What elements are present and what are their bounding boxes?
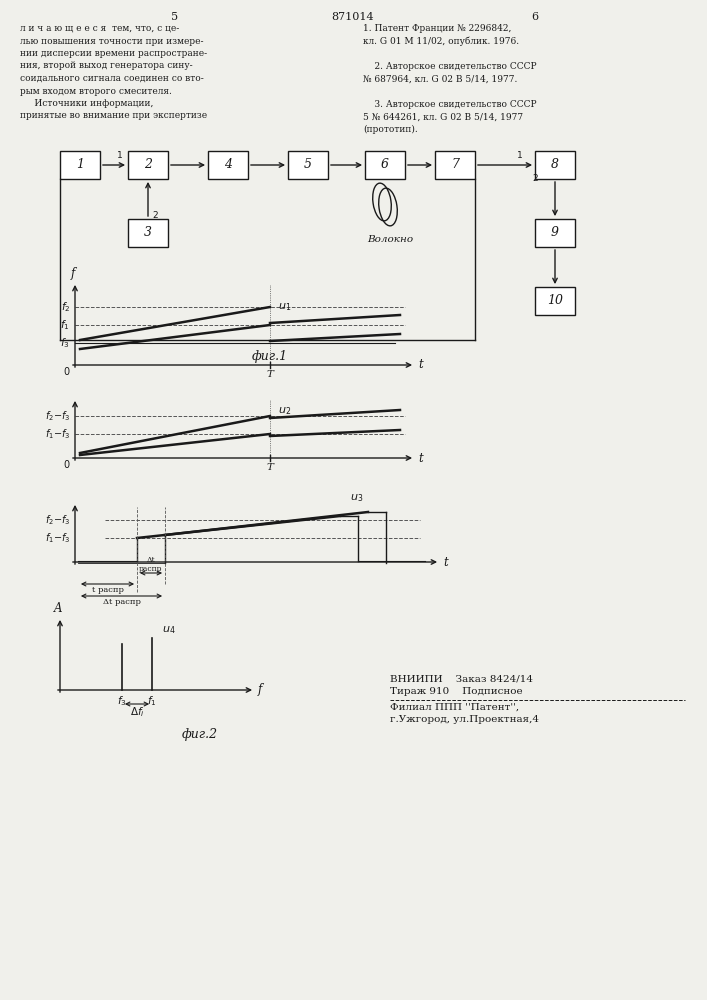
Text: 5: 5: [171, 12, 179, 22]
Text: 4: 4: [224, 158, 232, 172]
Text: $u_4$: $u_4$: [162, 624, 175, 636]
Text: Филиал ППП ''Патент'',
г.Ужгород, ул.Проектная,4: Филиал ППП ''Патент'', г.Ужгород, ул.Про…: [390, 703, 539, 724]
Bar: [208, 151, 248, 179]
Text: Волокно: Волокно: [367, 235, 413, 244]
Bar: [535, 287, 575, 315]
Text: f: f: [71, 267, 75, 280]
Text: фиг.2: фиг.2: [182, 728, 218, 741]
Text: 2: 2: [144, 158, 152, 172]
Text: 1: 1: [117, 151, 123, 160]
Bar: [128, 219, 168, 247]
Text: $u_2$: $u_2$: [278, 405, 291, 417]
Text: 9: 9: [551, 227, 559, 239]
Text: 1. Патент Франции № 2296842,
кл. G 01 M 11/02, опублик. 1976.

    2. Авторское : 1. Патент Франции № 2296842, кл. G 01 M …: [363, 24, 537, 134]
Text: л и ч а ю щ е е с я  тем, что, с це-
лью повышения точности при измере-
нии дисп: л и ч а ю щ е е с я тем, что, с це- лью …: [20, 24, 207, 120]
Text: 0: 0: [64, 367, 70, 377]
Text: $f_3$: $f_3$: [117, 694, 127, 708]
Text: T: T: [267, 370, 274, 379]
Text: $f_2$: $f_2$: [61, 300, 70, 314]
Text: $f_3$: $f_3$: [60, 336, 70, 350]
Text: $u_1$: $u_1$: [278, 301, 291, 313]
Text: ВНИИПИ    Заказ 8424/14
Тираж 910    Подписное: ВНИИПИ Заказ 8424/14 Тираж 910 Подписное: [390, 675, 533, 696]
Text: 871014: 871014: [332, 12, 374, 22]
Text: $f_1$: $f_1$: [147, 694, 157, 708]
Text: Δt распр: Δt распр: [103, 598, 141, 606]
Bar: [535, 151, 575, 179]
Text: 7: 7: [451, 158, 459, 172]
Text: $f_1$$-$$f_3$: $f_1$$-$$f_3$: [45, 427, 70, 441]
Text: t распр: t распр: [92, 586, 124, 594]
Text: $f_1$$-$$f_3$: $f_1$$-$$f_3$: [45, 531, 70, 545]
Bar: [365, 151, 405, 179]
Text: 2: 2: [152, 211, 158, 220]
Text: 1: 1: [517, 151, 523, 160]
Text: t: t: [418, 359, 423, 371]
Text: Δt
распр: Δt распр: [139, 556, 163, 573]
Text: $u_3$: $u_3$: [350, 492, 363, 504]
Bar: [288, 151, 328, 179]
Text: фиг.1: фиг.1: [252, 350, 288, 363]
Text: t: t: [418, 452, 423, 464]
Text: $f_2$$-$$f_3$: $f_2$$-$$f_3$: [45, 409, 70, 423]
Text: 2: 2: [532, 174, 538, 183]
Text: $\Delta f_i$: $\Delta f_i$: [129, 705, 144, 719]
Text: A: A: [54, 602, 62, 615]
Text: $f_2$$-$$f_3$: $f_2$$-$$f_3$: [45, 513, 70, 527]
Text: 1: 1: [76, 158, 84, 172]
Text: 5: 5: [304, 158, 312, 172]
Text: f: f: [258, 684, 262, 696]
Text: 6: 6: [532, 12, 539, 22]
Text: T: T: [267, 463, 274, 472]
Bar: [435, 151, 475, 179]
Text: 3: 3: [144, 227, 152, 239]
Bar: [535, 219, 575, 247]
Text: $f_1$: $f_1$: [60, 318, 70, 332]
Text: 10: 10: [547, 294, 563, 308]
Text: 6: 6: [381, 158, 389, 172]
Bar: [60, 151, 100, 179]
Text: 8: 8: [551, 158, 559, 172]
Text: 0: 0: [64, 460, 70, 470]
Text: t: t: [443, 556, 448, 568]
Bar: [128, 151, 168, 179]
